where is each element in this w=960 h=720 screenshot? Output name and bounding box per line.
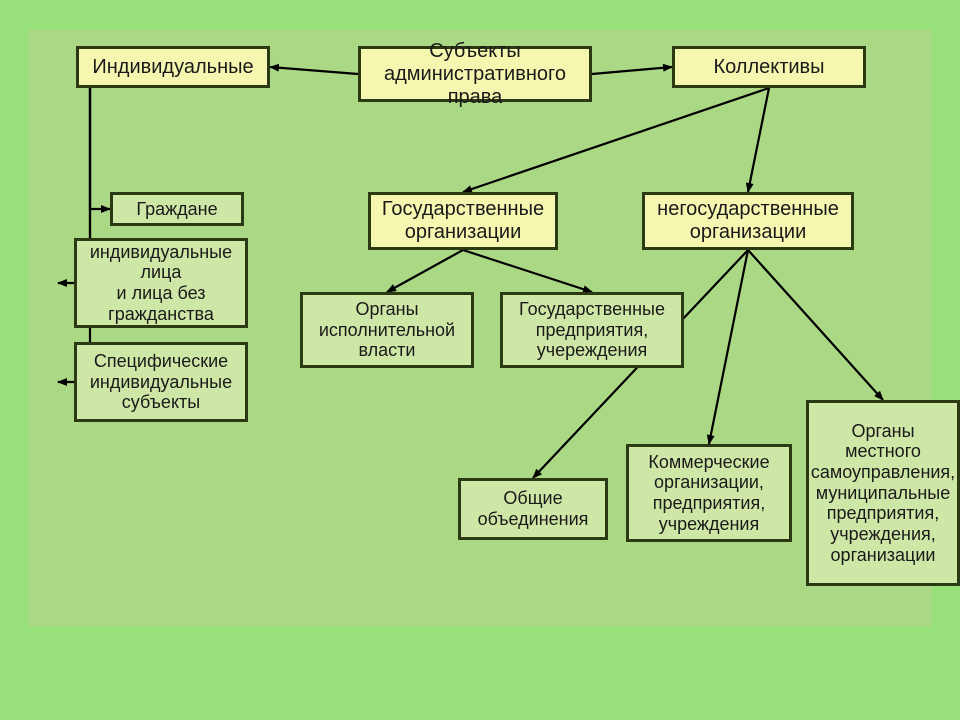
node-mest: Органы местного самоуправления, муниципа… [806, 400, 960, 586]
node-indlic: индивидуальные лица и лица без гражданст… [74, 238, 248, 328]
node-specif: Специфические индивидуальные субъекты [74, 342, 248, 422]
node-obsh: Общие объединения [458, 478, 608, 540]
node-indiv: Индивидуальные [76, 46, 270, 88]
node-gos: Государственные организации [368, 192, 558, 250]
node-koll: Коллективы [672, 46, 866, 88]
node-graj: Граждане [110, 192, 244, 226]
diagram-outer: Субъекты административного права Индивиду… [0, 0, 960, 720]
node-komm: Коммерческие организации, предприятия, у… [626, 444, 792, 542]
node-root: Субъекты административного права [358, 46, 592, 102]
node-negos: негосударственные организации [642, 192, 854, 250]
node-ispoln: Органы исполнительной власти [300, 292, 474, 368]
node-gospr: Государственные предприятия, учереждения [500, 292, 684, 368]
